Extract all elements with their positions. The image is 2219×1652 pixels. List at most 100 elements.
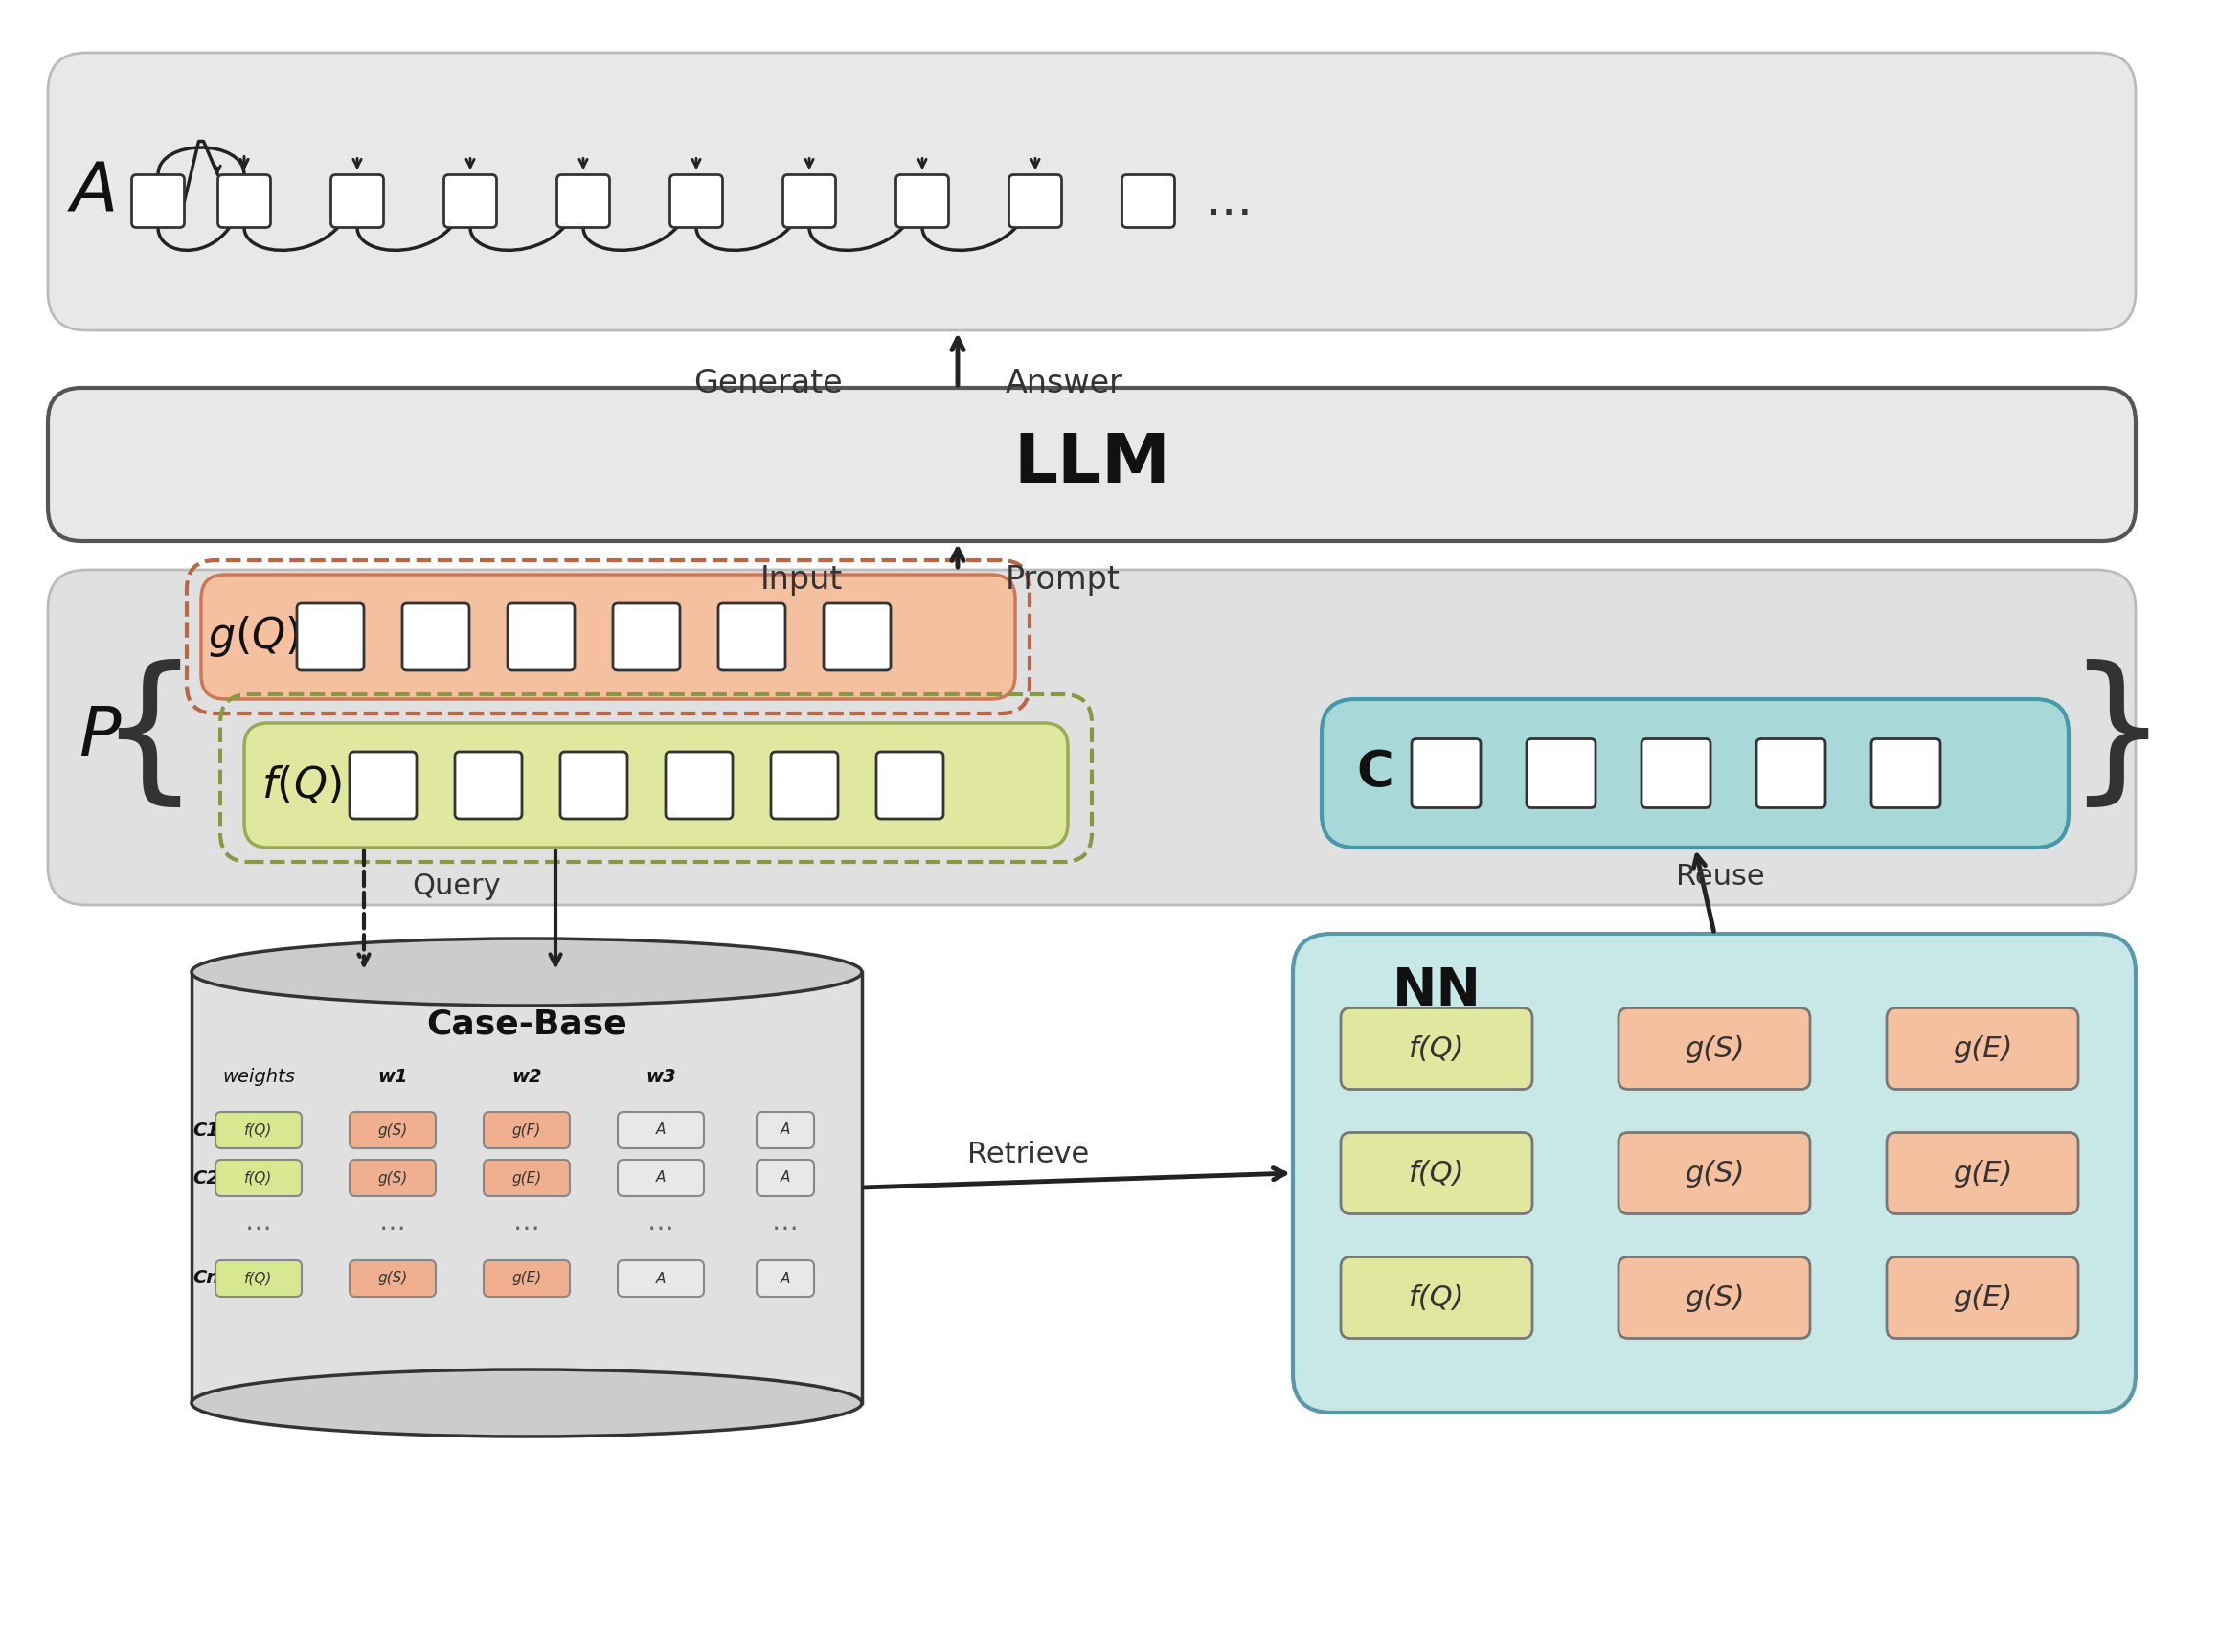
Text: A: A	[657, 1123, 666, 1137]
Text: g(S): g(S)	[1684, 1284, 1744, 1312]
Text: $\mathbf{\mathit{P}}$: $\mathbf{\mathit{P}}$	[80, 704, 122, 770]
FancyBboxPatch shape	[484, 1160, 570, 1196]
FancyBboxPatch shape	[1642, 738, 1711, 808]
FancyBboxPatch shape	[1411, 738, 1480, 808]
FancyBboxPatch shape	[1618, 1008, 1811, 1089]
FancyBboxPatch shape	[877, 752, 943, 819]
FancyBboxPatch shape	[1618, 1133, 1811, 1214]
FancyBboxPatch shape	[215, 1160, 302, 1196]
Text: Prompt: Prompt	[1005, 563, 1121, 595]
Text: $\mathbf{\mathit{f(Q)}}$: $\mathbf{\mathit{f(Q)}}$	[262, 765, 342, 806]
Text: g(F): g(F)	[513, 1123, 541, 1137]
Text: ⋯: ⋯	[379, 1214, 406, 1242]
FancyBboxPatch shape	[351, 1160, 435, 1196]
Text: $\mathbf{\mathit{A}}$: $\mathbf{\mathit{A}}$	[67, 159, 115, 225]
FancyBboxPatch shape	[617, 1160, 703, 1196]
FancyBboxPatch shape	[191, 971, 861, 1403]
FancyBboxPatch shape	[757, 1260, 814, 1297]
Text: Retrieve: Retrieve	[967, 1140, 1090, 1168]
FancyBboxPatch shape	[297, 603, 364, 671]
Text: g(E): g(E)	[1953, 1034, 2013, 1062]
FancyBboxPatch shape	[1123, 175, 1174, 228]
Text: Generate: Generate	[695, 367, 843, 398]
FancyBboxPatch shape	[215, 1112, 302, 1148]
FancyBboxPatch shape	[666, 752, 732, 819]
FancyBboxPatch shape	[719, 603, 786, 671]
Text: f(Q): f(Q)	[244, 1123, 273, 1137]
Text: g(S): g(S)	[377, 1272, 408, 1285]
Text: ...: ...	[1205, 177, 1254, 226]
FancyBboxPatch shape	[49, 388, 2135, 542]
FancyBboxPatch shape	[757, 1160, 814, 1196]
Text: Case-Base: Case-Base	[426, 1008, 628, 1041]
Text: g(E): g(E)	[1953, 1160, 2013, 1188]
Text: $\mathbf{C}$: $\mathbf{C}$	[1356, 748, 1391, 798]
FancyBboxPatch shape	[1340, 1133, 1533, 1214]
Text: w3: w3	[646, 1069, 677, 1087]
FancyBboxPatch shape	[331, 175, 384, 228]
Text: w2: w2	[513, 1069, 541, 1087]
Text: g(E): g(E)	[513, 1171, 541, 1184]
FancyBboxPatch shape	[131, 175, 184, 228]
FancyBboxPatch shape	[612, 603, 679, 671]
Text: f(Q): f(Q)	[244, 1171, 273, 1184]
Text: {: {	[98, 659, 200, 816]
Text: ⋯: ⋯	[246, 1214, 273, 1242]
FancyBboxPatch shape	[202, 575, 1014, 699]
FancyBboxPatch shape	[757, 1112, 814, 1148]
FancyBboxPatch shape	[617, 1260, 703, 1297]
FancyBboxPatch shape	[508, 603, 575, 671]
FancyBboxPatch shape	[351, 1112, 435, 1148]
FancyBboxPatch shape	[195, 976, 857, 1398]
Text: A: A	[781, 1123, 790, 1137]
Text: weights: weights	[222, 1069, 295, 1087]
FancyBboxPatch shape	[1527, 738, 1595, 808]
Text: g(E): g(E)	[1953, 1284, 2013, 1312]
Text: LLM: LLM	[1014, 431, 1169, 497]
FancyBboxPatch shape	[49, 570, 2135, 905]
Text: Answer: Answer	[1005, 367, 1123, 398]
Text: g(E): g(E)	[513, 1272, 541, 1285]
Text: A: A	[781, 1272, 790, 1285]
FancyBboxPatch shape	[783, 175, 837, 228]
Text: g(S): g(S)	[1684, 1034, 1744, 1062]
Text: f(Q): f(Q)	[1409, 1160, 1465, 1188]
FancyBboxPatch shape	[1340, 1008, 1533, 1089]
Text: ⋯: ⋯	[513, 1214, 539, 1242]
FancyBboxPatch shape	[215, 1260, 302, 1297]
FancyBboxPatch shape	[1886, 1257, 2079, 1338]
FancyBboxPatch shape	[244, 724, 1067, 847]
FancyBboxPatch shape	[1010, 175, 1061, 228]
Text: f(Q): f(Q)	[244, 1272, 273, 1285]
FancyBboxPatch shape	[1757, 738, 1826, 808]
Text: A: A	[781, 1171, 790, 1184]
Text: f(Q): f(Q)	[1409, 1034, 1465, 1062]
Text: Cn: Cn	[193, 1269, 220, 1287]
FancyBboxPatch shape	[402, 603, 468, 671]
Text: NN: NN	[1391, 965, 1480, 1018]
FancyBboxPatch shape	[1886, 1133, 2079, 1214]
FancyBboxPatch shape	[217, 175, 271, 228]
Text: Input: Input	[761, 563, 843, 595]
FancyBboxPatch shape	[444, 175, 497, 228]
FancyBboxPatch shape	[484, 1260, 570, 1297]
Text: g(S): g(S)	[1684, 1160, 1744, 1188]
Text: $\mathbf{\mathit{g(Q)}}$: $\mathbf{\mathit{g(Q)}}$	[209, 615, 300, 659]
Text: ⋯: ⋯	[648, 1214, 675, 1242]
Ellipse shape	[191, 1370, 861, 1437]
FancyBboxPatch shape	[1323, 699, 2068, 847]
Text: Query: Query	[413, 872, 501, 900]
FancyBboxPatch shape	[617, 1112, 703, 1148]
FancyBboxPatch shape	[351, 1260, 435, 1297]
Text: C2: C2	[193, 1170, 220, 1188]
Text: }: }	[2066, 659, 2168, 816]
Text: Reuse: Reuse	[1675, 862, 1764, 890]
Text: w1: w1	[377, 1069, 408, 1087]
Text: g(S): g(S)	[377, 1171, 408, 1184]
FancyBboxPatch shape	[559, 752, 628, 819]
FancyBboxPatch shape	[770, 752, 839, 819]
Text: ⋯: ⋯	[772, 1214, 799, 1242]
FancyBboxPatch shape	[557, 175, 610, 228]
FancyBboxPatch shape	[1886, 1008, 2079, 1089]
FancyBboxPatch shape	[49, 53, 2135, 330]
